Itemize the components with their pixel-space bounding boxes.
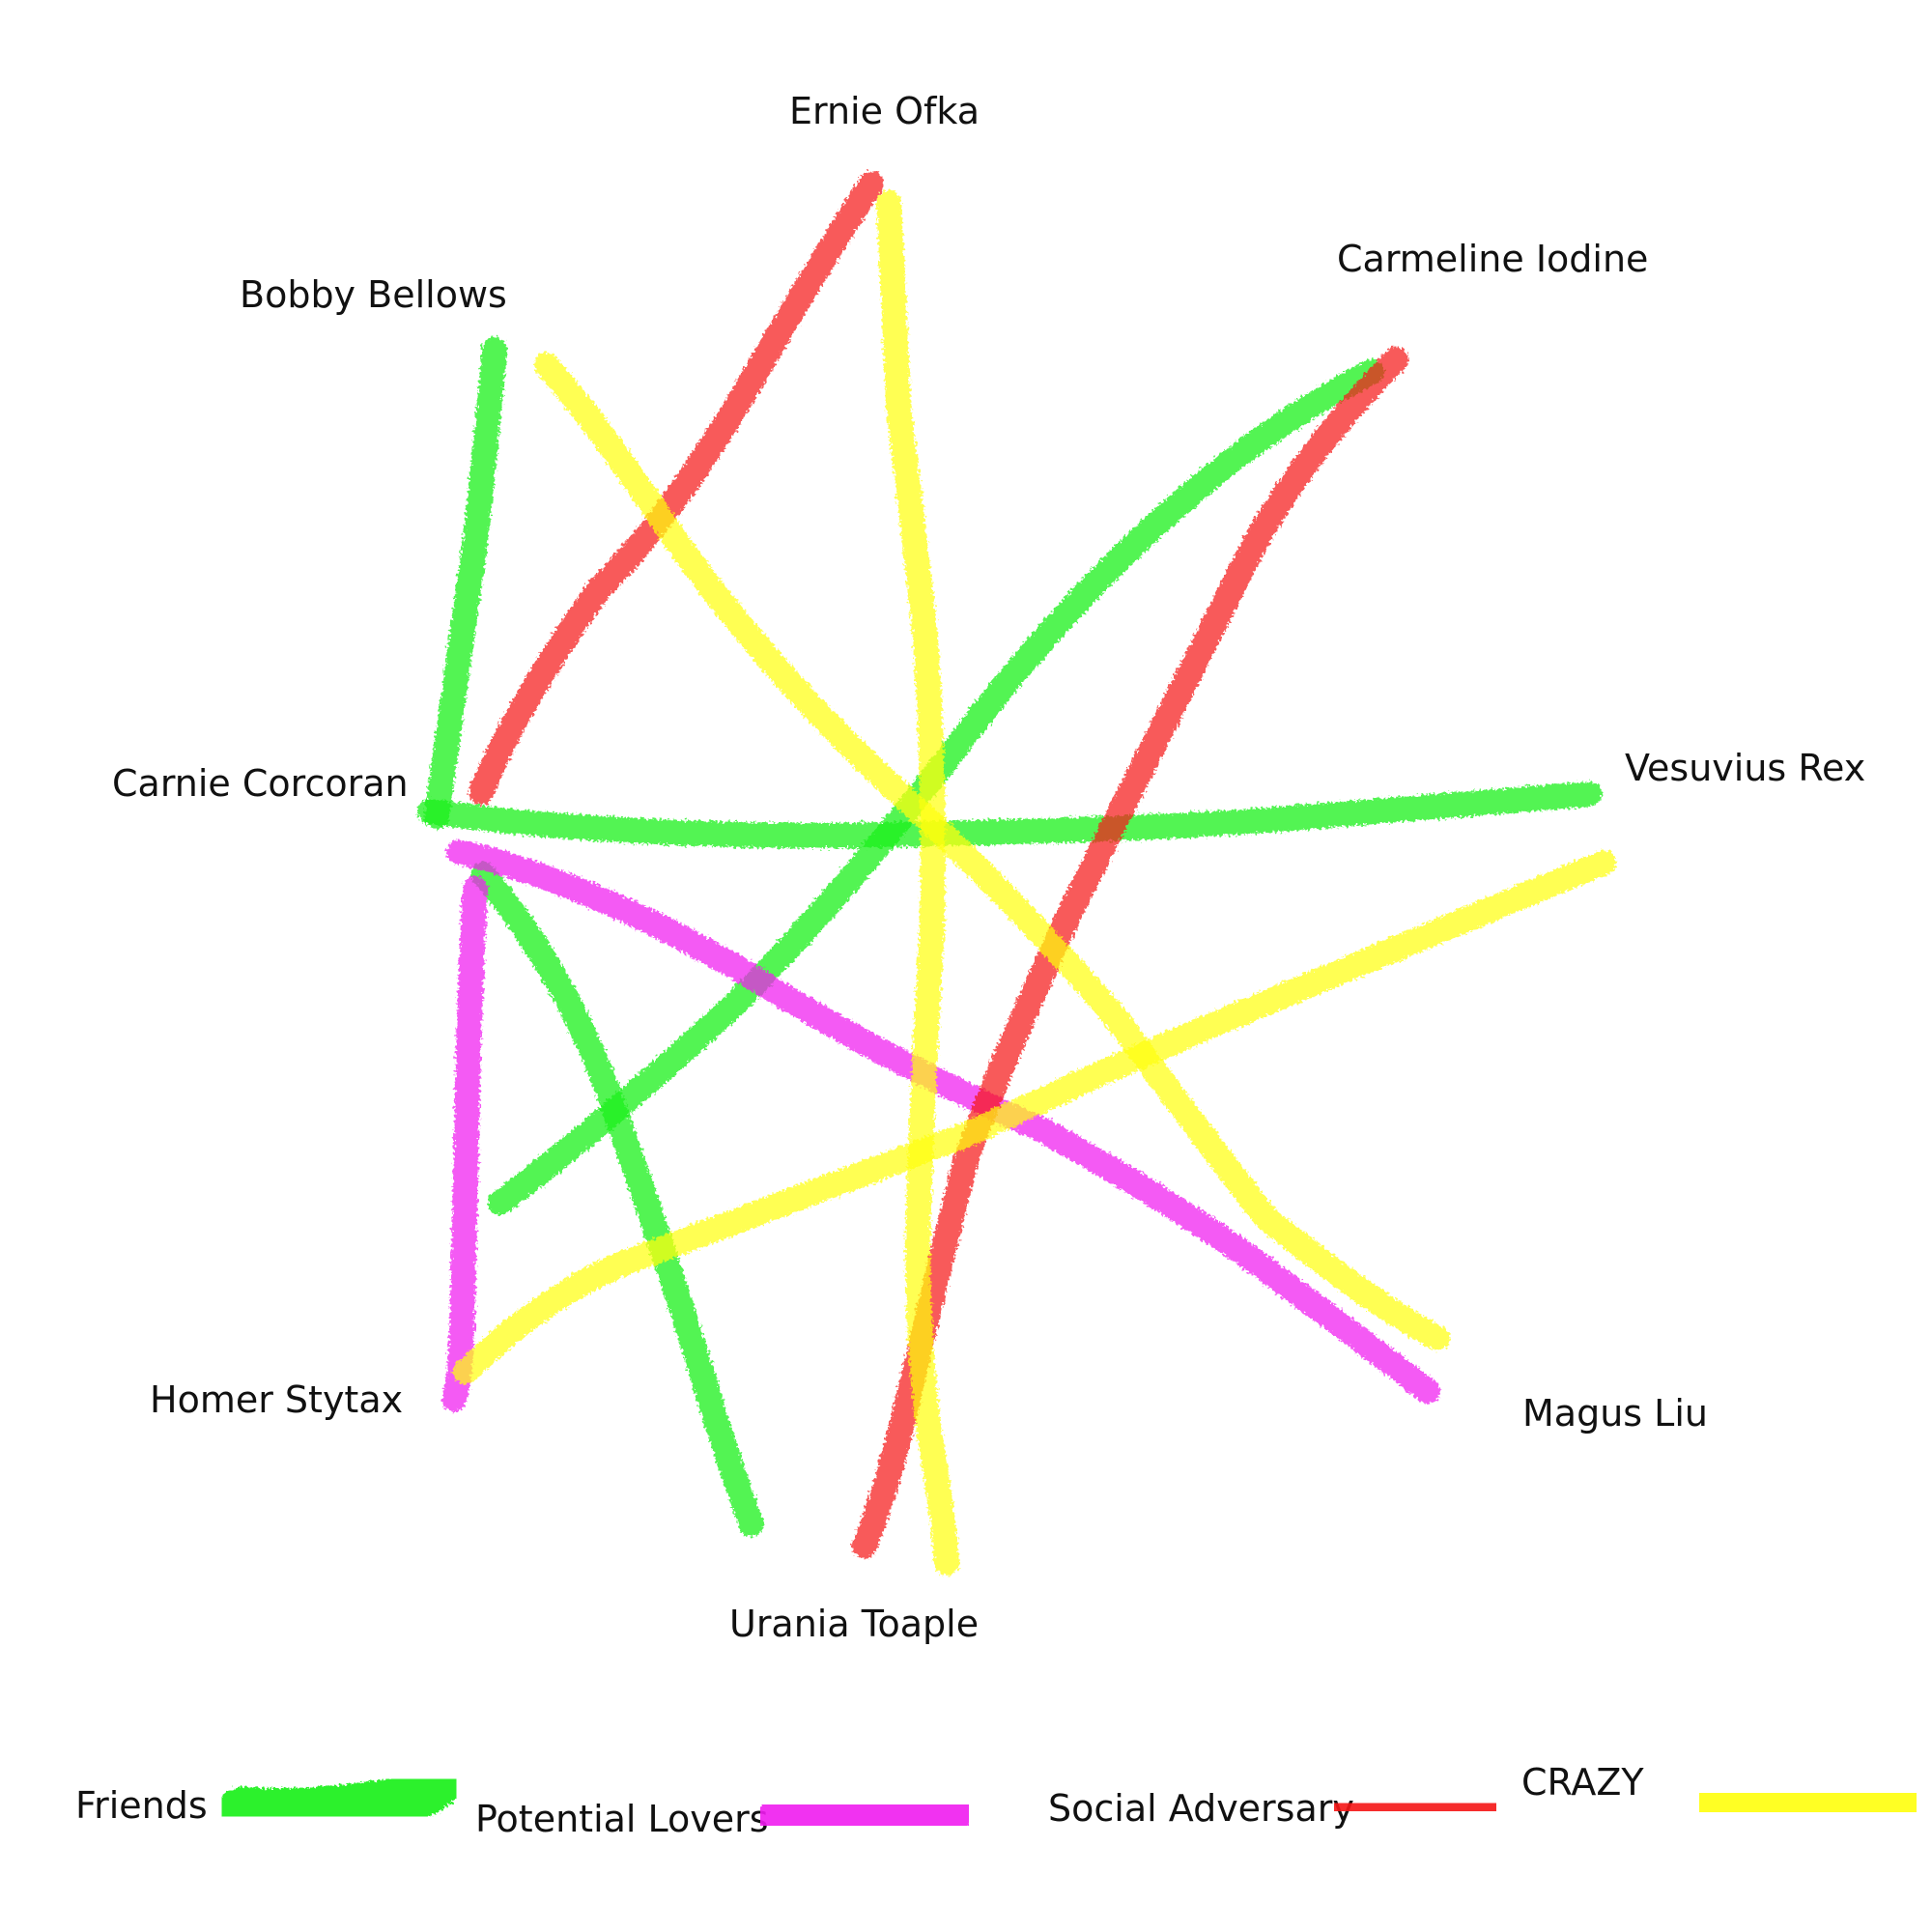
legend-label-friends: Friends [75,1784,208,1827]
legend-label-crazy: CRAZY [1521,1761,1644,1804]
legend-swatch-friends [216,1757,462,1838]
edge-adversary-ernie-carnie [469,171,884,805]
person-labels: Ernie Ofka Carmeline Iodine Bobby Bellow… [112,90,1865,1645]
label-vesuvius-rex: Vesuvius Rex [1625,747,1865,789]
label-urania-toaple: Urania Toaple [729,1603,979,1645]
label-bobby-bellows: Bobby Bellows [240,273,507,316]
edge-adversary-carmeline-urania [852,347,1408,1558]
legend-label-social-adversary: Social Adversary [1048,1787,1354,1830]
edge-friends-carmeline-carnie [488,359,1384,1215]
edge-friends-carnie-bobby [424,337,507,829]
edge-crazy-ernie-urania [876,190,959,1576]
legend-swatch-potential-lovers [753,1781,977,1849]
legend-label-potential-lovers: Potential Lovers [475,1798,769,1840]
edge-friends-carnie-vesuvius [417,781,1602,848]
edge-crazy-bobby-magus [534,353,1450,1350]
legend-swatch-crazy [1692,1770,1923,1835]
label-ernie-ofka: Ernie Ofka [789,90,980,132]
edge-crazy-vesuvius-homer [453,850,1616,1384]
edge-friends-carnie-urania [470,862,764,1537]
label-magus-liu: Magus Liu [1522,1392,1708,1435]
edge-lovers-carnie-homer [441,876,488,1411]
legend-swatch-social-adversary [1322,1778,1508,1835]
label-carnie-corcoran: Carnie Corcoran [112,762,409,805]
label-carmeline-iodine: Carmeline Iodine [1337,238,1648,280]
relationship-edges [417,171,1616,1576]
label-homer-stytax: Homer Stytax [150,1378,403,1421]
legend: Friends Potential Lovers Social Adversar… [75,1757,1923,1849]
